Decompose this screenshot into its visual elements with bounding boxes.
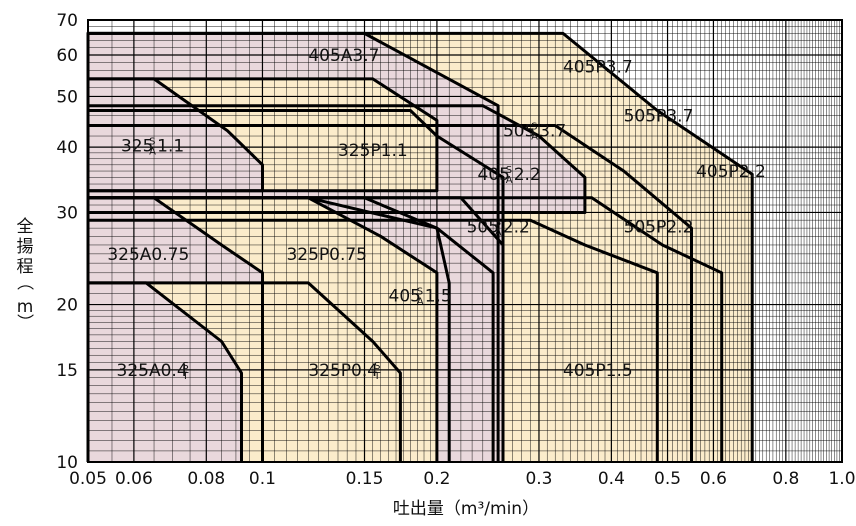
region-label: 405S A1.5	[389, 287, 452, 308]
region-label: 405P2.2	[696, 162, 766, 182]
region-label: 505P2.2	[624, 218, 694, 238]
x-tick-label: 0.8	[772, 469, 799, 489]
x-tick-label: 0.06	[115, 469, 153, 489]
region-label: 325P1.1	[338, 141, 408, 161]
y-tick-label: 10	[56, 453, 78, 473]
y-tick-label: 40	[56, 138, 78, 158]
plot-frame	[87, 19, 843, 463]
x-tick-label: 0.1	[249, 469, 276, 489]
y-axis-title-char: m	[17, 297, 34, 317]
region-label: 405A3.7	[308, 46, 379, 66]
x-tick-label: 0.4	[598, 469, 625, 489]
y-tick-label: 70	[56, 11, 78, 31]
y-axis-title-char: ）	[14, 314, 34, 331]
y-tick-label: 20	[56, 296, 78, 316]
x-tick-label: 0.05	[69, 469, 107, 489]
x-tick-label: 0.6	[700, 469, 727, 489]
x-tick-label: 0.08	[187, 469, 225, 489]
region-325SA1.1	[88, 78, 263, 463]
region-labels-layer: 405A3.7 405P3.7 505P3.7 505S A3.7 325P1.1 325S…	[107, 46, 766, 382]
x-axis-title: 吐出量（m³/min）	[393, 499, 539, 519]
y-axis-title-char: 揚	[17, 237, 34, 257]
y-axis-title-char: （	[14, 274, 34, 291]
y-tick-label: 30	[56, 203, 78, 223]
region-label: 405S A2.2	[478, 165, 541, 186]
x-tick-label: 0.2	[423, 469, 450, 489]
y-tick-label: 50	[56, 87, 78, 107]
y-tick-label: 15	[56, 361, 78, 381]
region-label: 505S A3.7	[503, 122, 566, 143]
x-tick-label: 0.3	[525, 469, 552, 489]
region-label: 505S A2.2	[467, 218, 530, 239]
region-label: 325P0.4S T	[308, 361, 381, 382]
tick-labels-layer: 0.05 0.06 0.08 0.1 0.15 0.2 0.3 0.4 0.5 0.6 0.8 1.0…	[56, 11, 855, 489]
region-label: 405P3.7	[563, 58, 633, 78]
region-label: 325A0.75	[107, 245, 189, 265]
x-tick-label: 0.5	[654, 469, 681, 489]
y-tick-label: 60	[56, 46, 78, 66]
region-label: 325P0.75	[286, 245, 367, 265]
y-axis-title-char: 程	[17, 257, 34, 277]
region-label: 505P3.7	[624, 106, 694, 126]
plot-border	[87, 19, 843, 463]
y-axis-title-char: 全	[17, 217, 34, 237]
x-tick-label: 1.0	[828, 469, 855, 489]
y-axis-title: 全揚程（ m）	[14, 217, 34, 331]
region-label: 325A0.4S T	[117, 361, 190, 382]
region-label: 325S A1.1	[121, 136, 184, 157]
region-label: 405P1.5	[563, 361, 633, 381]
x-tick-label: 0.15	[346, 469, 384, 489]
